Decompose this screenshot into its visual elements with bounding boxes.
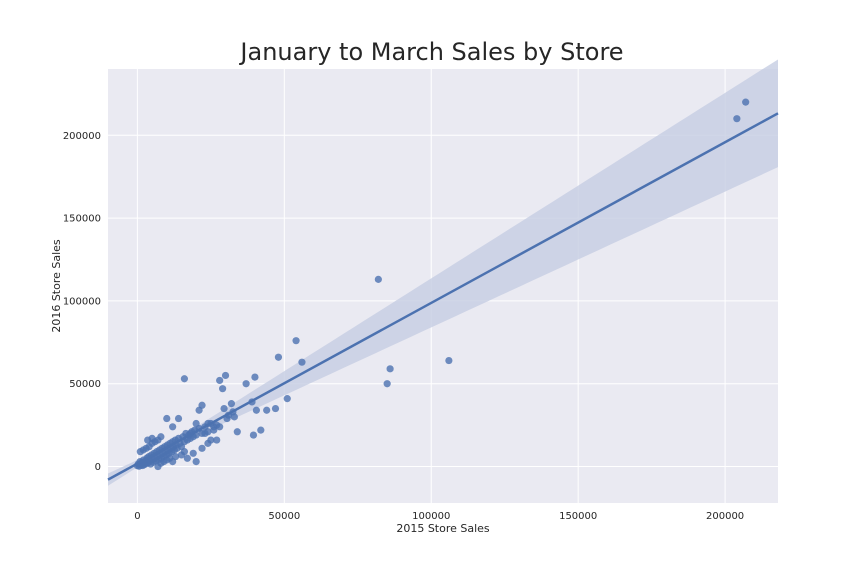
data-point <box>227 400 236 408</box>
y-tick-label: 200000 <box>63 131 101 142</box>
y-tick-label: 50000 <box>69 379 101 390</box>
data-point <box>183 454 191 462</box>
data-point <box>252 406 260 414</box>
data-point <box>216 423 224 431</box>
data-point <box>292 337 300 345</box>
data-point <box>263 406 271 414</box>
data-point <box>221 371 230 380</box>
confidence-band <box>108 59 778 486</box>
data-point <box>445 356 453 365</box>
data-point <box>374 275 382 283</box>
data-point <box>298 358 306 366</box>
data-point <box>192 419 200 428</box>
regression-line <box>107 112 779 481</box>
x-tick-label: 0 <box>134 511 140 522</box>
data-point <box>271 404 280 413</box>
data-point <box>192 457 200 466</box>
chart-title: January to March Sales by Store <box>240 38 624 66</box>
data-point <box>171 453 180 461</box>
x-tick-label: 50000 <box>268 511 300 522</box>
data-point <box>242 380 250 388</box>
x-tick-label: 100000 <box>412 511 450 522</box>
y-tick-labels: 0 50000 100000 150000 200000 <box>63 131 101 473</box>
y-tick-label: 150000 <box>63 214 101 225</box>
data-point <box>283 395 291 403</box>
confidence-band-area <box>108 59 778 486</box>
data-point <box>180 448 189 456</box>
data-point <box>233 428 241 436</box>
data-point <box>386 365 394 373</box>
x-tick-label: 200000 <box>706 511 744 522</box>
data-point <box>216 376 224 385</box>
data-point <box>210 423 218 431</box>
data-point <box>174 414 183 423</box>
y-tick-label: 0 <box>95 462 101 473</box>
data-point <box>189 449 197 457</box>
y-tick-label: 100000 <box>63 296 101 307</box>
data-point <box>220 404 228 413</box>
data-point <box>169 423 177 431</box>
data-point <box>157 433 165 441</box>
data-point <box>230 413 238 421</box>
data-point <box>201 429 209 438</box>
data-point <box>163 414 171 423</box>
data-point <box>180 375 189 383</box>
x-tick-label: 150000 <box>559 511 597 522</box>
x-axis-label: 2015 Store Sales <box>396 522 490 535</box>
data-point <box>219 385 227 393</box>
data-point <box>742 98 750 106</box>
data-point <box>383 380 391 388</box>
data-point <box>207 436 215 444</box>
data-point <box>148 434 156 442</box>
data-point <box>198 444 206 452</box>
regression-line-path <box>107 112 779 481</box>
data-point <box>257 426 265 434</box>
data-point <box>213 436 221 444</box>
data-point <box>274 353 283 361</box>
data-point <box>198 401 206 409</box>
x-tick-labels: 0 50000 100000 150000 200000 <box>134 511 744 522</box>
data-point <box>733 115 741 123</box>
data-point <box>251 373 259 381</box>
data-point <box>249 431 258 439</box>
y-axis-label: 2016 Store Sales <box>50 239 63 333</box>
